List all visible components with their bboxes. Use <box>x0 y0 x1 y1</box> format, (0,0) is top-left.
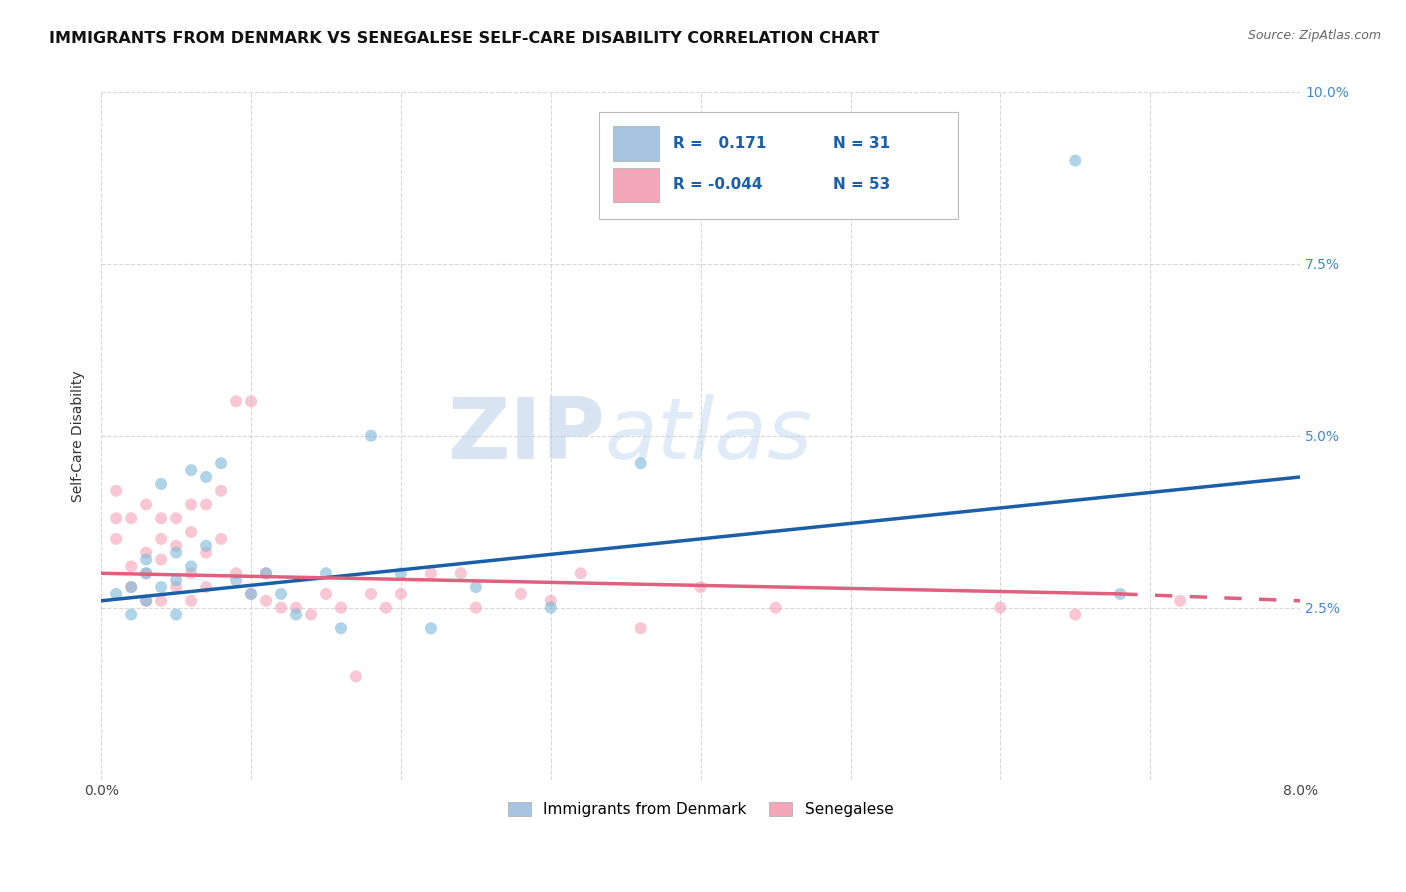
Point <box>180 498 202 512</box>
Point <box>180 594 202 608</box>
Point <box>344 669 367 683</box>
Point <box>389 566 412 581</box>
Text: atlas: atlas <box>605 394 813 477</box>
Point <box>165 539 187 553</box>
Point <box>330 621 353 635</box>
Point <box>105 483 128 498</box>
Point <box>165 607 187 622</box>
Point <box>270 587 292 601</box>
Point <box>120 580 142 594</box>
Point <box>225 394 247 409</box>
Point <box>630 621 652 635</box>
Point <box>105 587 128 601</box>
Point <box>299 607 322 622</box>
Point <box>209 456 232 470</box>
Point <box>150 511 173 525</box>
Point <box>135 566 157 581</box>
Point <box>1109 587 1132 601</box>
Point <box>240 587 263 601</box>
Point <box>195 580 218 594</box>
Point <box>135 498 157 512</box>
Text: ZIP: ZIP <box>447 394 605 477</box>
Point <box>209 483 232 498</box>
Text: IMMIGRANTS FROM DENMARK VS SENEGALESE SELF-CARE DISABILITY CORRELATION CHART: IMMIGRANTS FROM DENMARK VS SENEGALESE SE… <box>49 31 880 46</box>
Point <box>509 587 531 601</box>
Point <box>135 552 157 566</box>
Point <box>195 546 218 560</box>
Point <box>765 600 787 615</box>
Point <box>569 566 592 581</box>
Point <box>180 566 202 581</box>
Point <box>225 573 247 587</box>
Point <box>225 566 247 581</box>
Point <box>374 600 396 615</box>
Point <box>180 463 202 477</box>
Point <box>464 580 486 594</box>
Point <box>315 587 337 601</box>
Point <box>150 594 173 608</box>
Point <box>1168 594 1191 608</box>
Point <box>360 587 382 601</box>
Y-axis label: Self-Care Disability: Self-Care Disability <box>72 370 86 501</box>
Text: R = -0.044: R = -0.044 <box>673 178 762 192</box>
Point <box>135 566 157 581</box>
Point <box>450 566 472 581</box>
Point <box>135 594 157 608</box>
Text: R =   0.171: R = 0.171 <box>673 136 766 151</box>
Point <box>988 600 1011 615</box>
Point <box>150 476 173 491</box>
Text: N = 53: N = 53 <box>832 178 890 192</box>
FancyBboxPatch shape <box>613 168 658 202</box>
Point <box>254 566 277 581</box>
Point <box>285 607 308 622</box>
Point <box>195 498 218 512</box>
Point <box>105 511 128 525</box>
Point <box>464 600 486 615</box>
Point <box>270 600 292 615</box>
Point <box>120 511 142 525</box>
Point <box>689 580 711 594</box>
Point <box>1064 607 1087 622</box>
Point <box>135 546 157 560</box>
Point <box>315 566 337 581</box>
Point <box>180 559 202 574</box>
Point <box>180 524 202 539</box>
Legend: Immigrants from Denmark, Senegalese: Immigrants from Denmark, Senegalese <box>502 797 900 823</box>
Point <box>419 621 441 635</box>
Point <box>135 594 157 608</box>
Point <box>209 532 232 546</box>
Point <box>165 546 187 560</box>
Point <box>105 532 128 546</box>
FancyBboxPatch shape <box>599 112 959 219</box>
Point <box>1064 153 1087 168</box>
Point <box>150 580 173 594</box>
Point <box>120 559 142 574</box>
Point <box>285 600 308 615</box>
Point <box>540 600 562 615</box>
Point <box>240 587 263 601</box>
Point <box>254 594 277 608</box>
FancyBboxPatch shape <box>613 127 658 161</box>
Point <box>150 532 173 546</box>
Point <box>165 580 187 594</box>
Point <box>630 456 652 470</box>
Point <box>254 566 277 581</box>
Point <box>389 587 412 601</box>
Point <box>419 566 441 581</box>
Point <box>195 539 218 553</box>
Point <box>120 607 142 622</box>
Point <box>540 594 562 608</box>
Point <box>120 580 142 594</box>
Text: Source: ZipAtlas.com: Source: ZipAtlas.com <box>1247 29 1381 42</box>
Point <box>360 428 382 442</box>
Point <box>165 573 187 587</box>
Point <box>195 470 218 484</box>
Point <box>240 394 263 409</box>
Point <box>150 552 173 566</box>
Point <box>165 511 187 525</box>
Text: N = 31: N = 31 <box>832 136 890 151</box>
Point <box>330 600 353 615</box>
